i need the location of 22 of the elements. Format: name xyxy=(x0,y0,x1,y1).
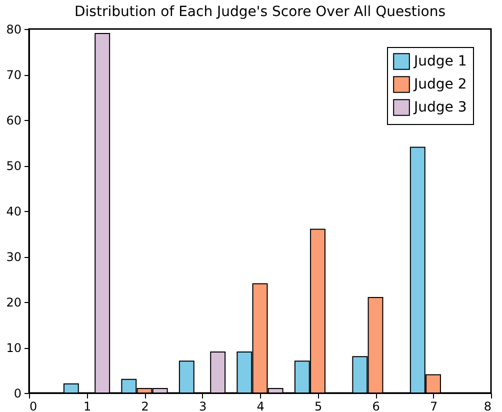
legend-label: Judge 3 xyxy=(413,100,467,116)
x-tick-label: 7 xyxy=(430,400,438,412)
x-tick-label: 3 xyxy=(198,400,207,412)
y-tick-label: 80 xyxy=(6,22,22,36)
x-tick-label: 0 xyxy=(30,400,38,412)
y-tick-label: 60 xyxy=(6,114,22,128)
x-tick-label: 5 xyxy=(314,400,322,412)
y-tick-label: 40 xyxy=(6,204,22,218)
y-tick-label: 10 xyxy=(6,341,22,355)
x-tick-label: 6 xyxy=(372,400,380,412)
x-tick-label: 2 xyxy=(141,400,149,412)
x-tick-label: 4 xyxy=(256,400,264,412)
legend-label: Judge 1 xyxy=(413,54,467,70)
legend-label: Judge 2 xyxy=(413,76,467,92)
y-tick-label: 70 xyxy=(6,68,22,82)
x-tick-label: 1 xyxy=(83,400,92,412)
y-tick-label: 30 xyxy=(6,250,22,264)
x-tick-label: 8 xyxy=(484,400,492,412)
chart-title: Distribution of Each Judge's Score Over All Questions xyxy=(74,4,446,20)
y-tick-label: 0 xyxy=(14,386,22,400)
y-tick-label: 20 xyxy=(6,296,22,310)
y-tick-label: 50 xyxy=(6,159,22,173)
